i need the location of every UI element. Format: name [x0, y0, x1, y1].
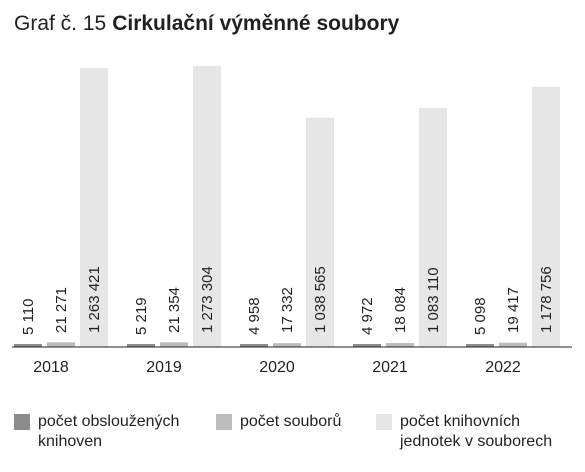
value-label-sets-2022: 19 417 [505, 287, 522, 333]
value-label-units-2018: 1 263 421 [86, 266, 103, 333]
bar-sets-2020 [273, 343, 301, 347]
value-label-libraries-2021: 4 972 [359, 297, 376, 335]
bar-sets-2021 [386, 343, 414, 347]
legend-swatch-libraries [14, 414, 30, 430]
x-tick-label-2018: 2018 [33, 359, 69, 376]
value-label-libraries-2022: 5 098 [472, 297, 489, 335]
x-tick-label-2022: 2022 [485, 359, 521, 376]
x-tick-label-2020: 2020 [259, 359, 295, 376]
bar-sets-2018 [47, 342, 75, 347]
bar-sets-2022 [499, 342, 527, 347]
bar-units-2019 [193, 65, 221, 348]
legend-label-sets: počet souborů [240, 413, 342, 430]
legend-swatch-units [376, 414, 392, 430]
value-label-units-2020: 1 038 565 [312, 266, 329, 333]
bar-units-2020 [306, 117, 334, 348]
value-label-units-2022: 1 178 756 [538, 266, 555, 333]
value-label-sets-2020: 17 332 [279, 287, 296, 333]
bar-libraries-2020 [240, 344, 268, 347]
x-tick-label-2019: 2019 [146, 359, 182, 376]
bar-chart: 5 110 21 271 1 263 421 2018 5 219 21 354 1 273… [12, 65, 572, 376]
bar-units-2018 [80, 68, 108, 348]
value-label-sets-2019: 21 354 [166, 287, 183, 333]
value-label-units-2019: 1 273 304 [199, 266, 216, 333]
chart-title: Graf č. 15 Cirkulační výměnné soubory [14, 12, 399, 36]
legend-item-units: počet knihovních jednotek v souborech [376, 412, 570, 452]
value-label-units-2021: 1 083 110 [425, 267, 442, 333]
bar-libraries-2018 [14, 344, 42, 347]
x-tick-label-2021: 2021 [372, 359, 408, 376]
value-label-libraries-2019: 5 219 [133, 297, 150, 335]
bar-libraries-2021 [353, 344, 381, 347]
value-label-libraries-2018: 5 110 [20, 299, 37, 335]
chart-title-text: Cirkulační výměnné soubory [112, 12, 400, 35]
legend-item-libraries: počet obsloužených knihoven [14, 412, 208, 452]
bar-sets-2019 [160, 342, 188, 347]
value-label-libraries-2020: 4 958 [246, 297, 263, 335]
bar-libraries-2019 [127, 344, 155, 347]
value-label-sets-2018: 21 271 [53, 287, 70, 333]
legend-label-units: počet knihovních jednotek v souborech [400, 413, 553, 450]
legend-swatch-sets [216, 414, 232, 430]
chart-number: Graf č. 15 [14, 12, 107, 35]
legend-item-sets: počet souborů [216, 412, 341, 432]
legend-label-libraries: počet obsloužených knihoven [38, 413, 180, 450]
value-label-sets-2021: 18 084 [392, 287, 409, 333]
bar-libraries-2022 [466, 344, 494, 347]
bar-units-2022 [532, 86, 560, 348]
bar-units-2021 [419, 107, 447, 348]
